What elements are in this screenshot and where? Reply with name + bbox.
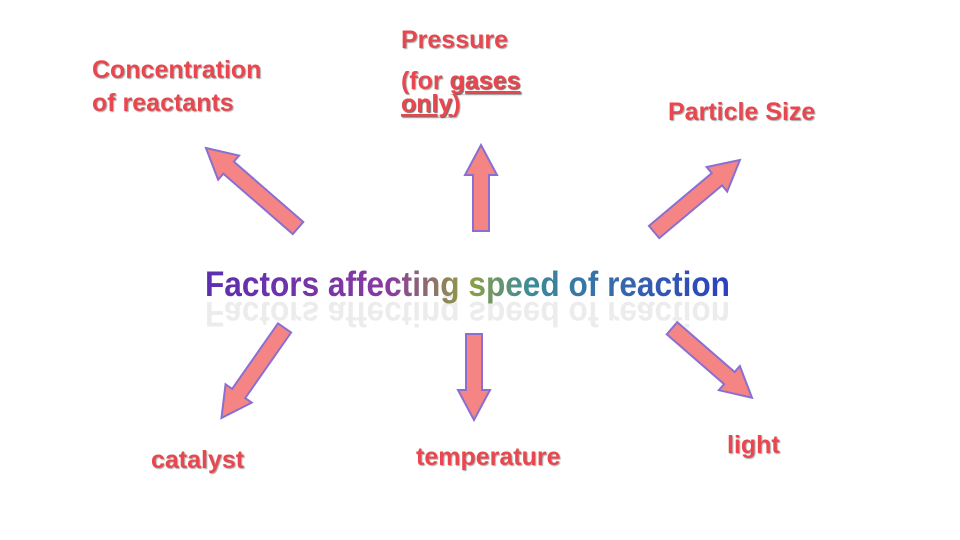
arrow [463,142,499,232]
note-part: (for [401,67,450,95]
node-label: light [727,431,780,459]
node-label: Pressure [401,26,508,54]
node-note: (for gases [401,67,521,95]
arrow [204,146,305,236]
note-part: only [401,90,452,118]
arrows [204,142,754,423]
arrow [665,320,754,400]
node-note: only) [401,90,461,118]
title-reflection: Factors affecting speed of reaction [205,294,730,333]
central-title: Factors affecting speed of reaction [205,265,730,304]
node-label: temperature [416,443,561,471]
arrow [220,321,293,420]
node-label: Particle Size [668,98,815,126]
node-label: catalyst [151,446,245,474]
note-part: ) [452,90,460,118]
note-part: gases [450,67,521,95]
node-label: Concentration [92,56,261,84]
node-label: of reactants [92,89,234,117]
arrow [456,333,492,423]
arrow [647,158,742,240]
